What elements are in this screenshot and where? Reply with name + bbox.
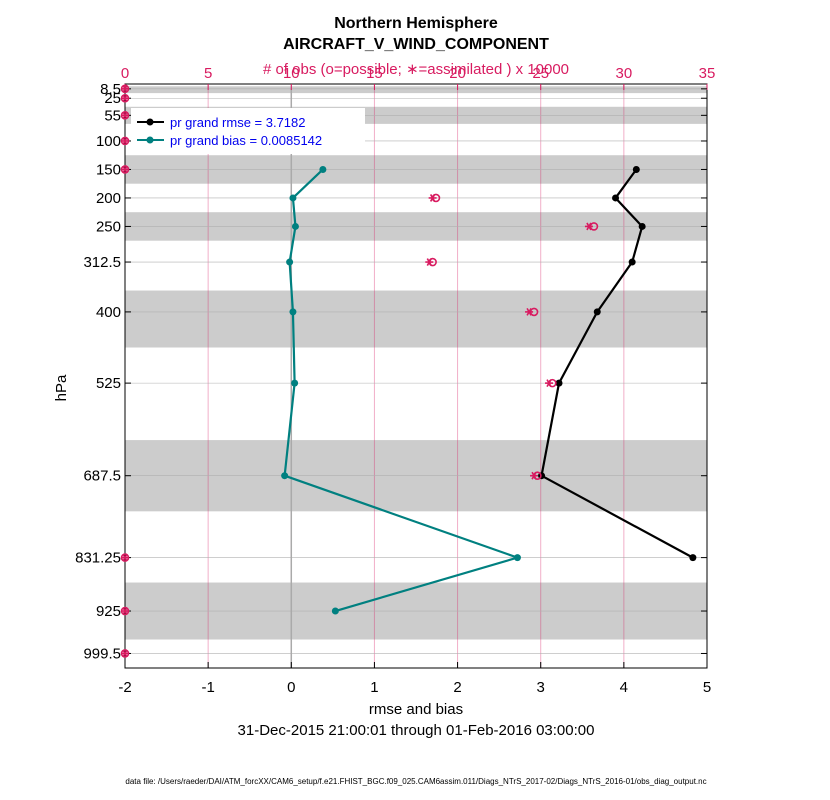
legend: pr grand rmse = 3.7182 pr grand bias = 0… [131,108,365,154]
top-tick-label: 0 [121,65,129,82]
obs-assimilated-marker [525,308,534,316]
series-line-rmse [540,168,694,559]
x-tick-label: -2 [118,679,131,696]
y-tick-label: 525 [96,375,121,392]
y-tick-label: 831.25 [75,550,121,567]
data-point-bias [281,472,289,480]
y-tick-label: 999.5 [83,645,121,662]
data-point-bias [289,194,297,202]
legend-label-rmse: pr grand rmse = 3.7182 [170,115,306,130]
y-tick-label: 250 [96,218,121,235]
chart-subtitle: AIRCRAFT_V_WIND_COMPONENT [283,36,549,53]
obs-assimilated-marker [121,607,129,615]
x-tick-label: 0 [287,679,295,696]
series-layer [281,165,697,615]
data-point-rmse [593,308,601,316]
x-tick-label: 1 [370,679,378,696]
y-tick-label: 687.5 [83,468,121,485]
top-tick-label: 35 [699,65,716,82]
data-point-bias [513,554,521,562]
obs-assimilated-marker [121,111,129,120]
legend-marker-bias [146,136,154,144]
date-range: 31-Dec-2015 21:00:01 through 01-Feb-2016… [238,722,595,739]
obs-assimilated-marker [121,649,129,658]
y-axis-label: hPa [53,374,70,401]
shaded-band [125,290,707,348]
y-tick-label: 400 [96,304,121,321]
obs-assimilated-marker [121,165,129,174]
obs-assimilated-marker [121,84,129,93]
data-point-rmse [628,258,636,266]
legend-label-bias: pr grand bias = 0.0085142 [170,133,322,148]
x-tick-label: 3 [537,679,545,696]
x-axis-label: rmse and bias [369,701,463,718]
y-tick-label: 200 [96,190,121,207]
y-tick-label: 8.5 [100,81,121,98]
obs-assimilated-marker [121,553,129,562]
legend-box [131,108,365,154]
data-point-bias [289,308,297,316]
data-point-rmse [638,222,646,230]
data-point-bias [319,165,327,173]
obs-assimilated-marker [584,222,593,231]
obs-assimilated-marker [121,94,129,103]
data-point-rmse [555,379,563,387]
y-tick-label: 312.5 [83,254,121,271]
y-tick-label: 925 [96,603,121,620]
x-tick-label: 4 [620,679,628,696]
top-axis-label: # of obs (o=possible; ∗=assimilated ) x … [263,61,569,78]
data-point-bias [291,379,299,387]
legend-marker-rmse [146,118,154,126]
data-point-bias [286,258,294,266]
obs-layer [120,84,599,658]
top-tick-label: 10 [283,65,300,82]
shaded-band [125,86,707,94]
y-tick-label: 100 [96,133,121,150]
y-tick-label: 150 [96,161,121,178]
data-point-rmse [689,554,697,562]
obs-assimilated-marker [425,258,434,266]
chart-title: Northern Hemisphere [334,15,498,32]
top-tick-label: 5 [204,65,212,82]
y-tick-label: 25 [104,90,121,107]
obs-assimilated-marker [530,471,539,480]
obs-assimilated-marker [545,379,554,388]
data-point-rmse [632,165,640,173]
obs-assimilated-marker [121,137,129,145]
top-tick-label: 15 [366,65,383,82]
x-tick-label: 5 [703,679,711,696]
obs-assimilated-marker [428,194,437,202]
x-tick-label: -1 [201,679,214,696]
top-tick-label: 25 [532,65,549,82]
top-tick-label: 30 [616,65,633,82]
top-tick-label: 20 [449,65,466,82]
footnote: data file: /Users/raeder/DAI/ATM_forcXX/… [125,777,706,786]
plot-frame [124,83,708,669]
y-tick-label: 55 [104,107,121,124]
data-point-bias [331,607,339,615]
data-point-bias [291,222,299,230]
x-tick-label: 2 [453,679,461,696]
axis-ticks: -2 -1 0 1 2 3 4 50 5 10 15 20 25 30 358.52555100150200… [75,65,715,696]
data-point-rmse [612,194,620,202]
